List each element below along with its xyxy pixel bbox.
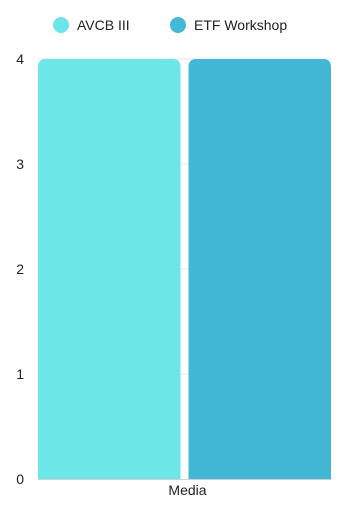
y-tick-label: 2 (16, 261, 24, 277)
x-tick-label: Media (168, 482, 206, 498)
legend[interactable]: AVCB III ETF Workshop (53, 17, 287, 33)
legend-swatch (53, 17, 69, 33)
y-tick-label: 4 (16, 51, 24, 67)
legend-item[interactable]: AVCB III (53, 17, 130, 33)
bar-avcb-iii[interactable] (38, 59, 181, 479)
y-tick-label: 1 (16, 366, 24, 382)
axis-layer: 0 1 2 3 4 Media (16, 51, 331, 498)
legend-item[interactable]: ETF Workshop (170, 17, 287, 33)
y-tick-label: 0 (16, 471, 24, 487)
legend-swatch (170, 17, 186, 33)
legend-label: AVCB III (77, 17, 130, 33)
y-tick-label: 3 (16, 156, 24, 172)
legend-label: ETF Workshop (194, 17, 287, 33)
bar-etf-workshop[interactable] (188, 59, 332, 479)
bars-layer (38, 59, 331, 479)
